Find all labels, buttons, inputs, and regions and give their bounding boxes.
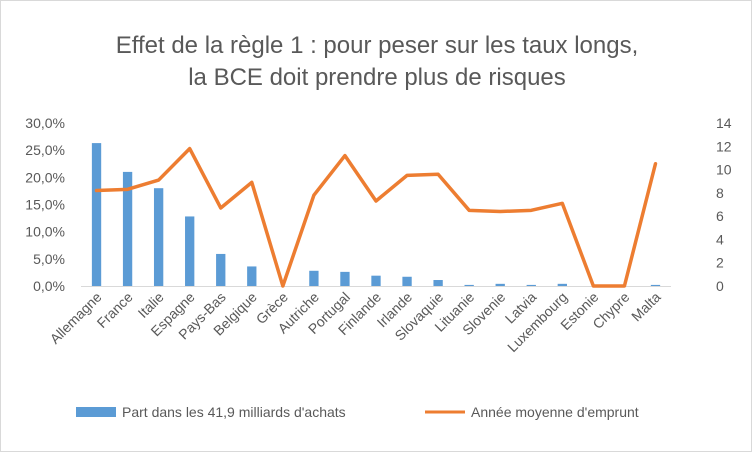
line-series-layer [94,146,658,288]
legend-swatch-bar [76,407,116,417]
bar-italie [153,188,164,286]
bar-allemagne [91,143,102,286]
left-tick-label: 20,0% [25,169,65,185]
right-tick-label: 10 [716,162,732,178]
left-tick-label: 15,0% [25,197,65,213]
left-tick-label: 30,0% [25,115,65,131]
right-tick-label: 14 [716,115,732,131]
right-tick-label: 0 [716,278,724,294]
bar-finlande [371,275,381,286]
right-tick-label: 12 [716,138,732,154]
bar-portugal [340,271,350,286]
legend-label-bar: Part dans les 41,9 milliards d'achats [122,404,346,420]
legend-label-line: Année moyenne d'emprunt [471,404,639,420]
bar-latvia [526,284,536,286]
bar-france [122,171,133,286]
left-tick-label: 5,0% [33,251,65,267]
bar-irlande [402,276,412,286]
bar-pays-bas [216,253,226,286]
chart-title-line-2: la BCE doit prendre plus de risques [188,64,566,91]
x-tick-label: France [94,289,136,331]
legend: Part dans les 41,9 milliards d'achats An… [76,404,639,420]
bar-slovenie [495,283,505,286]
right-tick-label: 8 [716,185,724,201]
x-tick-label: Malta [628,289,664,325]
bars-layer [91,143,661,286]
bar-espagne [185,216,195,286]
bar-malta [650,284,661,286]
line-annee-moyenne-emprunt [94,146,658,288]
x-axis: AllemagneFranceItalieEspagnePays-BasBelg… [47,289,664,355]
right-tick-label: 4 [716,231,724,247]
bar-slovaquie [433,280,443,286]
left-axis: 0,0% 5,0% 10,0% 15,0% 20,0% 25,0% 30,0% [25,115,65,294]
right-axis: 0 2 4 6 8 10 12 14 [716,115,732,294]
right-tick-label: 2 [716,255,724,271]
left-tick-label: 10,0% [25,224,65,240]
left-tick-label: 0,0% [33,278,65,294]
right-tick-label: 6 [716,208,724,224]
bar-luxembourg [557,283,567,286]
chart-title-line-1: Effet de la règle 1 : pour peser sur les… [116,32,639,59]
bar-belgique [247,266,257,286]
left-tick-label: 25,0% [25,142,65,158]
bar-autriche [309,270,319,286]
bar-lituanie [464,284,474,286]
